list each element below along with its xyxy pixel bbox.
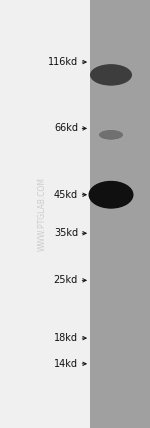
- Ellipse shape: [101, 131, 121, 139]
- Ellipse shape: [101, 71, 121, 79]
- Ellipse shape: [100, 131, 122, 139]
- Ellipse shape: [99, 70, 123, 80]
- Ellipse shape: [101, 71, 121, 79]
- Ellipse shape: [106, 133, 116, 137]
- Ellipse shape: [98, 187, 124, 202]
- Ellipse shape: [101, 190, 121, 199]
- Ellipse shape: [104, 132, 118, 137]
- Ellipse shape: [99, 188, 123, 201]
- Ellipse shape: [102, 131, 120, 138]
- Ellipse shape: [97, 68, 125, 81]
- Ellipse shape: [98, 69, 124, 81]
- Ellipse shape: [89, 181, 133, 208]
- Ellipse shape: [93, 184, 129, 205]
- Ellipse shape: [104, 133, 118, 137]
- Ellipse shape: [92, 65, 130, 84]
- Ellipse shape: [91, 65, 131, 85]
- Ellipse shape: [95, 67, 127, 83]
- Text: 116kd: 116kd: [48, 57, 78, 67]
- Ellipse shape: [99, 130, 123, 140]
- Ellipse shape: [93, 66, 129, 84]
- Ellipse shape: [98, 68, 124, 81]
- Ellipse shape: [90, 64, 132, 86]
- Ellipse shape: [88, 181, 134, 209]
- Ellipse shape: [103, 132, 119, 137]
- Ellipse shape: [91, 183, 131, 207]
- Ellipse shape: [95, 186, 127, 204]
- Text: 25kd: 25kd: [54, 275, 78, 285]
- Text: 45kd: 45kd: [54, 190, 78, 200]
- Ellipse shape: [96, 68, 126, 82]
- Ellipse shape: [100, 70, 122, 80]
- Text: WWW.PTGLAB.COM: WWW.PTGLAB.COM: [38, 177, 46, 251]
- Text: 18kd: 18kd: [54, 333, 78, 343]
- Ellipse shape: [96, 68, 126, 82]
- Ellipse shape: [97, 187, 125, 203]
- Ellipse shape: [100, 131, 122, 139]
- Ellipse shape: [102, 131, 120, 138]
- Ellipse shape: [96, 186, 126, 203]
- Ellipse shape: [97, 187, 125, 202]
- Ellipse shape: [102, 131, 120, 138]
- Text: 35kd: 35kd: [54, 228, 78, 238]
- Ellipse shape: [105, 133, 117, 137]
- Ellipse shape: [100, 131, 122, 139]
- Ellipse shape: [95, 185, 128, 204]
- Ellipse shape: [94, 67, 128, 83]
- Ellipse shape: [91, 65, 131, 85]
- Ellipse shape: [102, 71, 120, 78]
- Ellipse shape: [105, 133, 117, 137]
- Ellipse shape: [94, 185, 128, 205]
- Bar: [90, 0, 150, 428]
- Ellipse shape: [99, 189, 123, 201]
- Ellipse shape: [99, 130, 123, 140]
- Ellipse shape: [104, 132, 118, 137]
- Ellipse shape: [90, 182, 132, 208]
- Ellipse shape: [103, 132, 119, 138]
- Ellipse shape: [100, 189, 122, 200]
- Ellipse shape: [94, 66, 128, 83]
- Ellipse shape: [105, 133, 117, 137]
- Ellipse shape: [93, 66, 129, 84]
- Text: 14kd: 14kd: [54, 359, 78, 369]
- Text: 66kd: 66kd: [54, 123, 78, 134]
- Ellipse shape: [93, 184, 129, 206]
- Ellipse shape: [101, 190, 121, 200]
- Ellipse shape: [99, 69, 123, 80]
- Ellipse shape: [92, 183, 130, 206]
- Ellipse shape: [103, 132, 119, 138]
- Ellipse shape: [91, 182, 131, 207]
- Ellipse shape: [101, 131, 121, 139]
